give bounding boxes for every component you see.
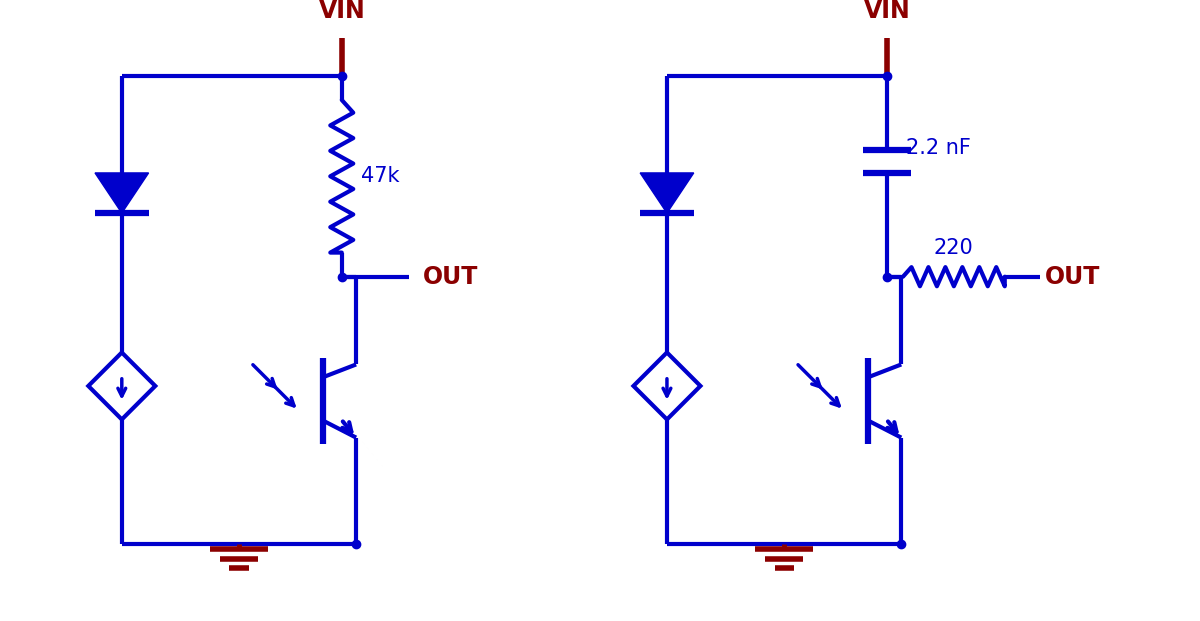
Text: OUT: OUT	[424, 265, 479, 289]
Polygon shape	[634, 353, 701, 419]
Polygon shape	[640, 173, 694, 213]
Text: OUT: OUT	[1045, 265, 1100, 289]
Polygon shape	[89, 353, 155, 419]
Polygon shape	[95, 173, 149, 213]
Text: VIN: VIN	[864, 0, 911, 23]
Text: 2.2 nF: 2.2 nF	[906, 138, 971, 158]
Text: 220: 220	[934, 238, 973, 258]
Text: 47k: 47k	[361, 166, 400, 186]
Text: VIN: VIN	[318, 0, 365, 23]
